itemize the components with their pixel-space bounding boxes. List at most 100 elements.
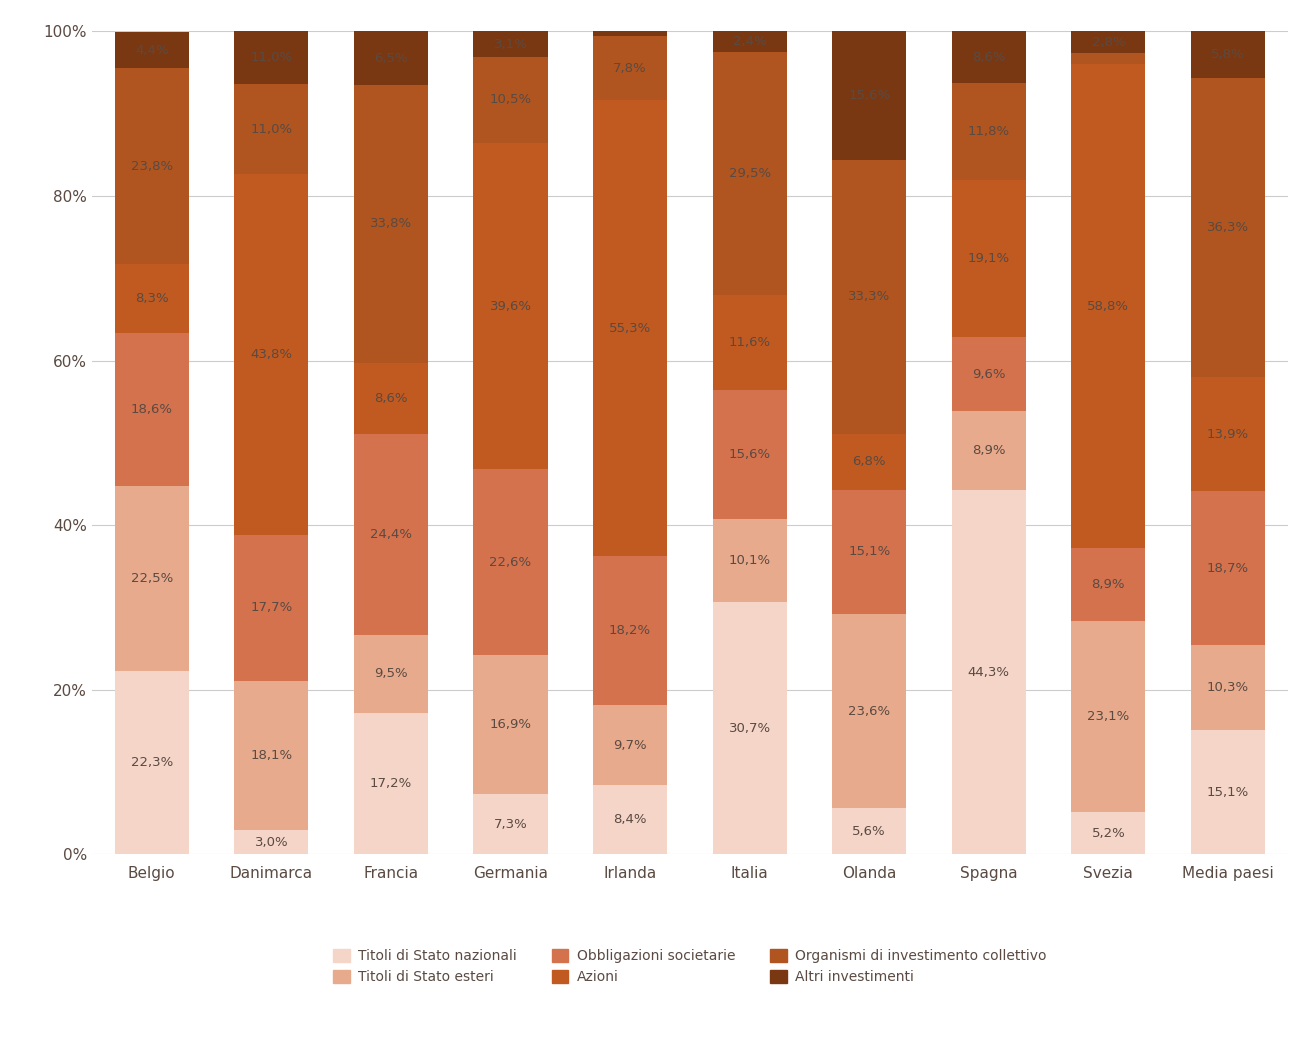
Text: 10,1%: 10,1% (728, 553, 771, 567)
Bar (1190, 78, 1265, 377)
Text: 3,1%: 3,1% (494, 38, 527, 50)
Bar (1071, 812, 1146, 854)
Text: 8,6%: 8,6% (374, 392, 407, 405)
Text: 33,8%: 33,8% (369, 218, 413, 230)
Bar (473, 143, 548, 469)
Bar (1071, 548, 1146, 621)
Bar (353, 363, 428, 433)
Text: 55,3%: 55,3% (608, 322, 652, 334)
Text: 5,6%: 5,6% (853, 825, 886, 838)
Bar (593, 31, 668, 36)
Text: 5,8%: 5,8% (1212, 48, 1244, 61)
Bar (593, 786, 668, 854)
Bar (473, 469, 548, 655)
Bar (353, 31, 428, 84)
Bar (1190, 645, 1265, 730)
Bar (473, 56, 548, 143)
Bar (951, 411, 1026, 490)
Bar (832, 433, 907, 490)
Text: 39,6%: 39,6% (490, 300, 531, 313)
Bar (234, 829, 309, 854)
Bar (951, 338, 1026, 411)
Text: 11,6%: 11,6% (728, 336, 771, 349)
Text: 18,6%: 18,6% (131, 402, 172, 416)
Bar (473, 655, 548, 794)
Bar (114, 671, 189, 854)
Text: 2,4%: 2,4% (733, 35, 766, 48)
Text: 18,1%: 18,1% (250, 749, 293, 762)
Text: 22,6%: 22,6% (489, 555, 532, 569)
Text: 7,8%: 7,8% (614, 61, 646, 75)
Bar (951, 180, 1026, 338)
Text: 2,8%: 2,8% (1092, 35, 1125, 49)
Text: 6,8%: 6,8% (853, 455, 886, 468)
Bar (234, 84, 309, 174)
Bar (832, 31, 907, 159)
Bar (353, 635, 428, 713)
Text: 11,0%: 11,0% (250, 123, 293, 135)
Text: 43,8%: 43,8% (251, 348, 292, 362)
Text: 7,3%: 7,3% (494, 818, 527, 830)
Text: 8,3%: 8,3% (135, 292, 168, 305)
Bar (114, 32, 189, 69)
Text: 17,2%: 17,2% (369, 777, 413, 790)
Text: 30,7%: 30,7% (728, 721, 771, 735)
Text: 33,3%: 33,3% (848, 291, 891, 303)
Bar (234, 535, 309, 680)
Bar (114, 265, 189, 332)
Text: 8,9%: 8,9% (1092, 578, 1125, 592)
Text: 18,7%: 18,7% (1206, 562, 1250, 575)
Bar (114, 332, 189, 486)
Bar (593, 36, 668, 100)
Text: 9,7%: 9,7% (614, 739, 646, 752)
Text: 15,6%: 15,6% (848, 89, 891, 102)
Text: 29,5%: 29,5% (728, 167, 771, 180)
Text: 17,7%: 17,7% (250, 601, 293, 615)
Bar (712, 601, 787, 854)
Bar (593, 555, 668, 705)
Text: 5,2%: 5,2% (1092, 826, 1125, 840)
Text: 6,5%: 6,5% (374, 51, 407, 65)
Bar (1190, 730, 1265, 854)
Bar (832, 490, 907, 614)
Text: 8,6%: 8,6% (972, 51, 1005, 64)
Bar (473, 794, 548, 854)
Bar (951, 83, 1026, 180)
Bar (712, 52, 787, 295)
Text: 15,1%: 15,1% (1206, 786, 1250, 799)
Bar (234, 680, 309, 829)
Text: 23,6%: 23,6% (848, 704, 891, 718)
Bar (593, 100, 668, 555)
Bar (712, 295, 787, 390)
Text: 19,1%: 19,1% (967, 252, 1010, 266)
Bar (1071, 621, 1146, 812)
Bar (832, 159, 907, 433)
Text: 44,3%: 44,3% (968, 666, 1009, 678)
Legend: Titoli di Stato nazionali, Titoli di Stato esteri, Obbligazioni societarie, Azio: Titoli di Stato nazionali, Titoli di Sta… (327, 944, 1053, 990)
Bar (951, 490, 1026, 854)
Text: 23,8%: 23,8% (130, 159, 173, 173)
Text: 11,8%: 11,8% (967, 125, 1010, 139)
Bar (1190, 492, 1265, 645)
Text: 24,4%: 24,4% (371, 527, 411, 541)
Text: 4,4%: 4,4% (135, 44, 168, 56)
Text: 8,4%: 8,4% (614, 814, 646, 826)
Bar (473, 31, 548, 56)
Text: 22,3%: 22,3% (130, 756, 173, 769)
Bar (114, 69, 189, 265)
Bar (1071, 31, 1146, 53)
Bar (353, 84, 428, 363)
Bar (1071, 53, 1146, 65)
Text: 9,6%: 9,6% (972, 368, 1005, 380)
Text: 15,1%: 15,1% (848, 545, 891, 559)
Text: 10,5%: 10,5% (489, 94, 532, 106)
Bar (712, 519, 787, 601)
Text: 22,5%: 22,5% (130, 572, 173, 585)
Text: 18,2%: 18,2% (608, 624, 652, 637)
Bar (353, 433, 428, 635)
Text: 23,1%: 23,1% (1087, 710, 1130, 723)
Bar (593, 705, 668, 786)
Bar (234, 30, 309, 84)
Text: 10,3%: 10,3% (1206, 681, 1250, 694)
Bar (832, 614, 907, 809)
